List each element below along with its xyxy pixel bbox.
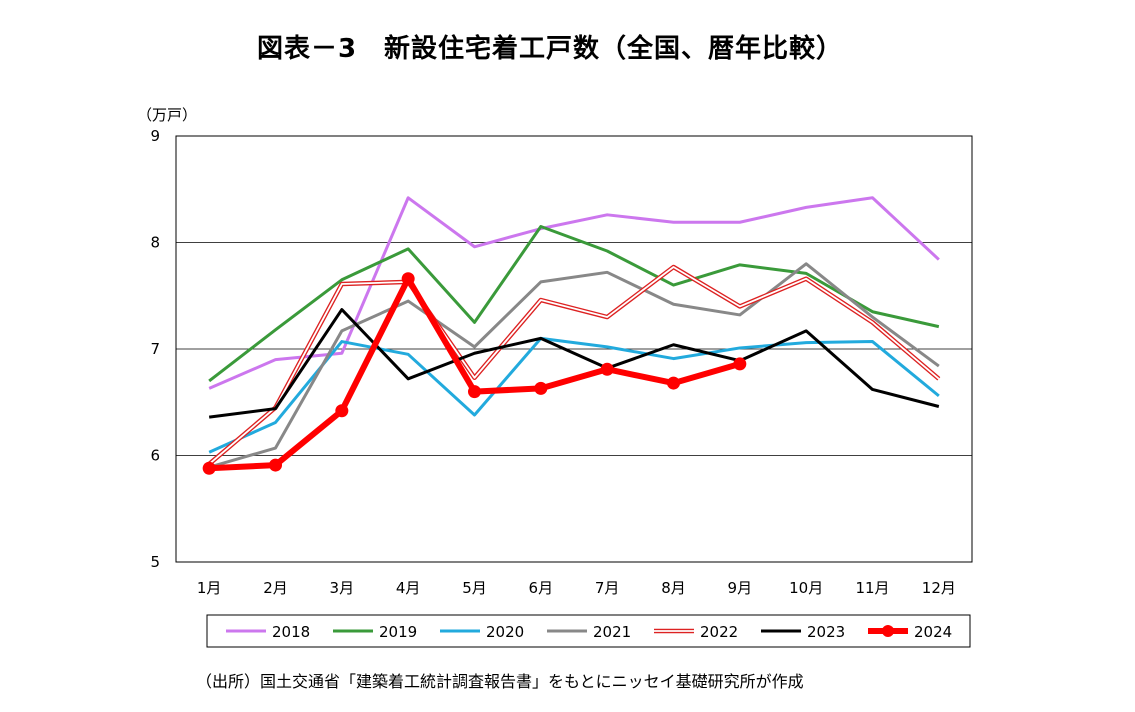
y-tick-label: 7 bbox=[150, 340, 160, 358]
x-tick-label: 2月 bbox=[263, 579, 288, 597]
y-tick-label: 9 bbox=[150, 127, 160, 145]
series-2021 bbox=[208, 262, 940, 469]
series-line-2019 bbox=[208, 225, 940, 383]
legend-item-2021: 2021 bbox=[547, 623, 631, 641]
series-line-inner-2022 bbox=[208, 266, 940, 465]
x-tick-label: 7月 bbox=[595, 579, 620, 597]
x-axis-ticks: 1月 2月 3月 4月 5月 6月 7月 8月 9月 10月 11月 12月 bbox=[197, 579, 956, 597]
series-line-2021 bbox=[208, 262, 940, 469]
x-tick-label: 4月 bbox=[396, 579, 421, 597]
series-2023 bbox=[208, 308, 940, 419]
data-point-2024-9 bbox=[733, 357, 747, 371]
legend-label: 2024 bbox=[914, 623, 952, 641]
x-tick-label: 3月 bbox=[330, 579, 355, 597]
data-point-2024-5 bbox=[468, 385, 481, 399]
data-point-2024-3 bbox=[335, 404, 349, 418]
y-tick-label: 8 bbox=[150, 234, 160, 252]
legend: 2018 2019 2020 2021 2022 2023 2024 bbox=[206, 614, 971, 648]
series-2019 bbox=[208, 225, 940, 383]
legend-label: 2023 bbox=[807, 623, 845, 641]
y-axis-ticks: 5 6 7 8 9 bbox=[150, 127, 160, 571]
data-point-2024-1 bbox=[202, 461, 216, 475]
x-tick-label: 6月 bbox=[529, 579, 554, 597]
legend-item-2023: 2023 bbox=[761, 623, 845, 641]
data-point-2024-4 bbox=[401, 272, 415, 286]
x-tick-label: 12月 bbox=[922, 579, 956, 597]
legend-label: 2020 bbox=[486, 623, 524, 641]
x-tick-label: 11月 bbox=[855, 579, 889, 597]
legend-item-2018: 2018 bbox=[226, 623, 310, 641]
data-point-2024-8 bbox=[667, 376, 680, 390]
legend-label: 2018 bbox=[272, 623, 310, 641]
source-note: （出所）国土交通省「建築着工統計調査報告書」をもとにニッセイ基礎研究所が作成 bbox=[196, 672, 804, 691]
chart-title: 図表－3 新設住宅着工戸数（全国、暦年比較） bbox=[256, 34, 844, 64]
x-tick-label: 1月 bbox=[197, 579, 222, 597]
legend-swatch-marker bbox=[882, 625, 894, 637]
legend-label: 2019 bbox=[379, 623, 417, 641]
legend-item-2020: 2020 bbox=[440, 623, 524, 641]
data-point-2024-6 bbox=[534, 381, 548, 395]
series-line-2023 bbox=[208, 308, 940, 419]
y-axis-unit-label: （万戸） bbox=[137, 106, 198, 124]
series-lines bbox=[202, 196, 941, 475]
legend-item-2022: 2022 bbox=[654, 623, 738, 641]
legend-item-2024: 2024 bbox=[868, 623, 952, 641]
data-point-2024-7 bbox=[600, 362, 614, 376]
x-tick-label: 9月 bbox=[728, 579, 753, 597]
x-tick-label: 5月 bbox=[462, 579, 487, 597]
legend-label: 2021 bbox=[593, 623, 631, 641]
data-point-2024-2 bbox=[269, 458, 282, 472]
legend-label: 2022 bbox=[700, 623, 738, 641]
y-tick-label: 5 bbox=[150, 553, 160, 571]
x-tick-label: 8月 bbox=[661, 579, 686, 597]
x-tick-label: 10月 bbox=[789, 579, 823, 597]
y-tick-label: 6 bbox=[150, 447, 160, 465]
series-2024 bbox=[202, 272, 747, 475]
legend-box bbox=[206, 614, 971, 648]
series-2022 bbox=[207, 264, 941, 466]
legend-item-2019: 2019 bbox=[333, 623, 417, 641]
